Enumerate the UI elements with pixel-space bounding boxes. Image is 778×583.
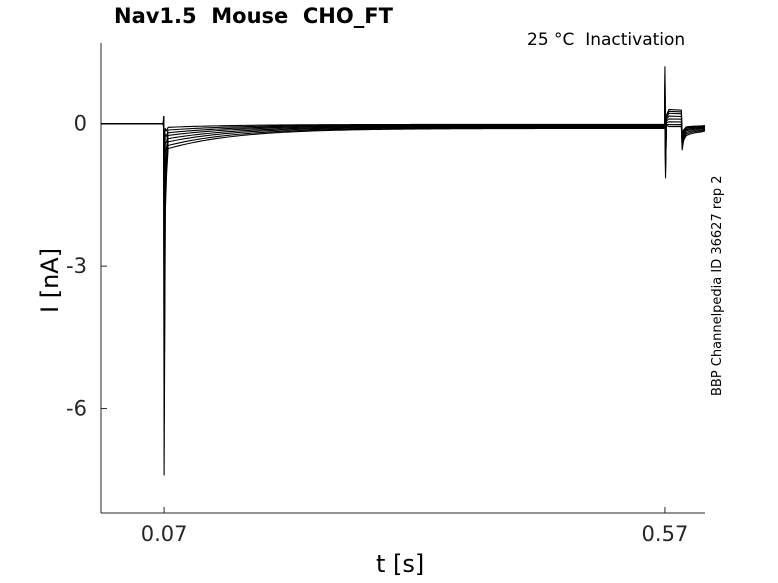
tick-marks: 0.07 0.57 0 -3 -6: [66, 112, 688, 546]
axes: [100, 43, 705, 514]
current-trace: [101, 81, 706, 357]
chart-title: Nav1.5 Mouse CHO_FT: [114, 4, 393, 28]
x-tick-label: 0.57: [642, 522, 689, 546]
current-trace: [101, 66, 706, 476]
current-trace: [101, 123, 706, 179]
y-tick-label: -3: [66, 254, 87, 278]
y-tick-label: -6: [66, 397, 87, 421]
traces: [101, 66, 706, 476]
y-tick-label: 0: [74, 112, 87, 136]
current-trace: [101, 107, 706, 201]
current-trace: [101, 73, 706, 419]
x-tick-label: 0.07: [141, 522, 188, 546]
x-axis-label: t [s]: [376, 550, 425, 578]
current-trace: [101, 98, 706, 243]
chart-subtitle: 25 °C Inactivation: [527, 30, 686, 50]
current-trace: [101, 89, 706, 296]
